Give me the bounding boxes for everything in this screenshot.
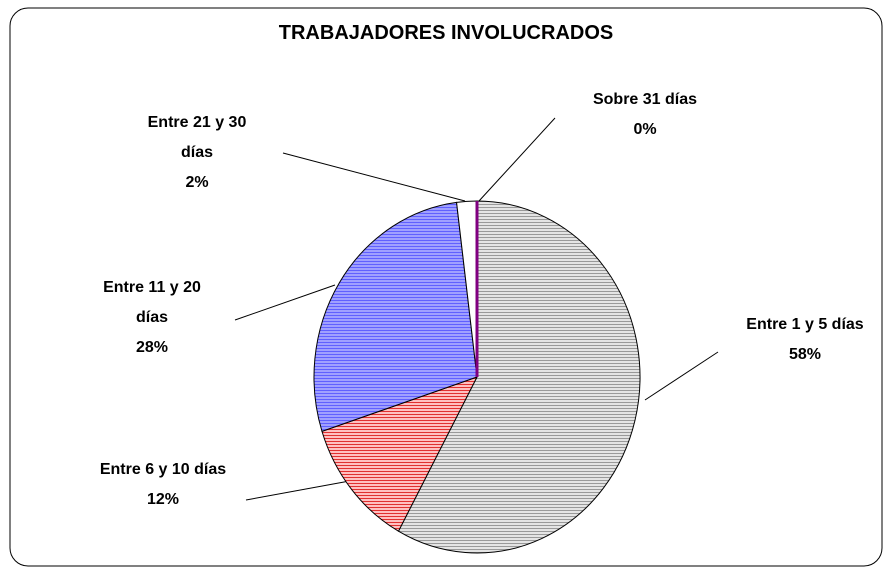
slice-label: Sobre 31 días 0% xyxy=(580,85,710,145)
category-label: Sobre 31 días xyxy=(592,91,698,108)
pie-slice xyxy=(321,376,479,532)
leader-lines xyxy=(234,117,719,501)
value-label: 28% xyxy=(135,339,169,356)
category-label: Entre 1 y 5 días xyxy=(746,316,864,333)
value-label: 58% xyxy=(788,346,822,363)
slice-label: Entre 1 y 5 días 58% xyxy=(740,310,870,370)
pie-slice xyxy=(313,201,478,433)
value-label: 2% xyxy=(185,174,209,191)
chart-title: TRABAJADORES INVOLUCRADOS xyxy=(278,22,614,44)
pie-slice xyxy=(397,200,641,554)
slice-label: Entre 21 y 30 días 2% xyxy=(132,108,262,198)
category-label: Entre 6 y 10 días xyxy=(99,461,227,478)
category-label: Entre 11 y 20 días xyxy=(103,279,201,326)
slice-label: Entre 6 y 10 días 12% xyxy=(98,455,228,515)
slice-label: Entre 11 y 20 días 28% xyxy=(87,273,217,363)
value-label: 12% xyxy=(146,491,180,508)
category-label: Entre 21 y 30 días xyxy=(147,114,247,161)
pie xyxy=(313,200,641,554)
value-label: 0% xyxy=(633,121,657,138)
